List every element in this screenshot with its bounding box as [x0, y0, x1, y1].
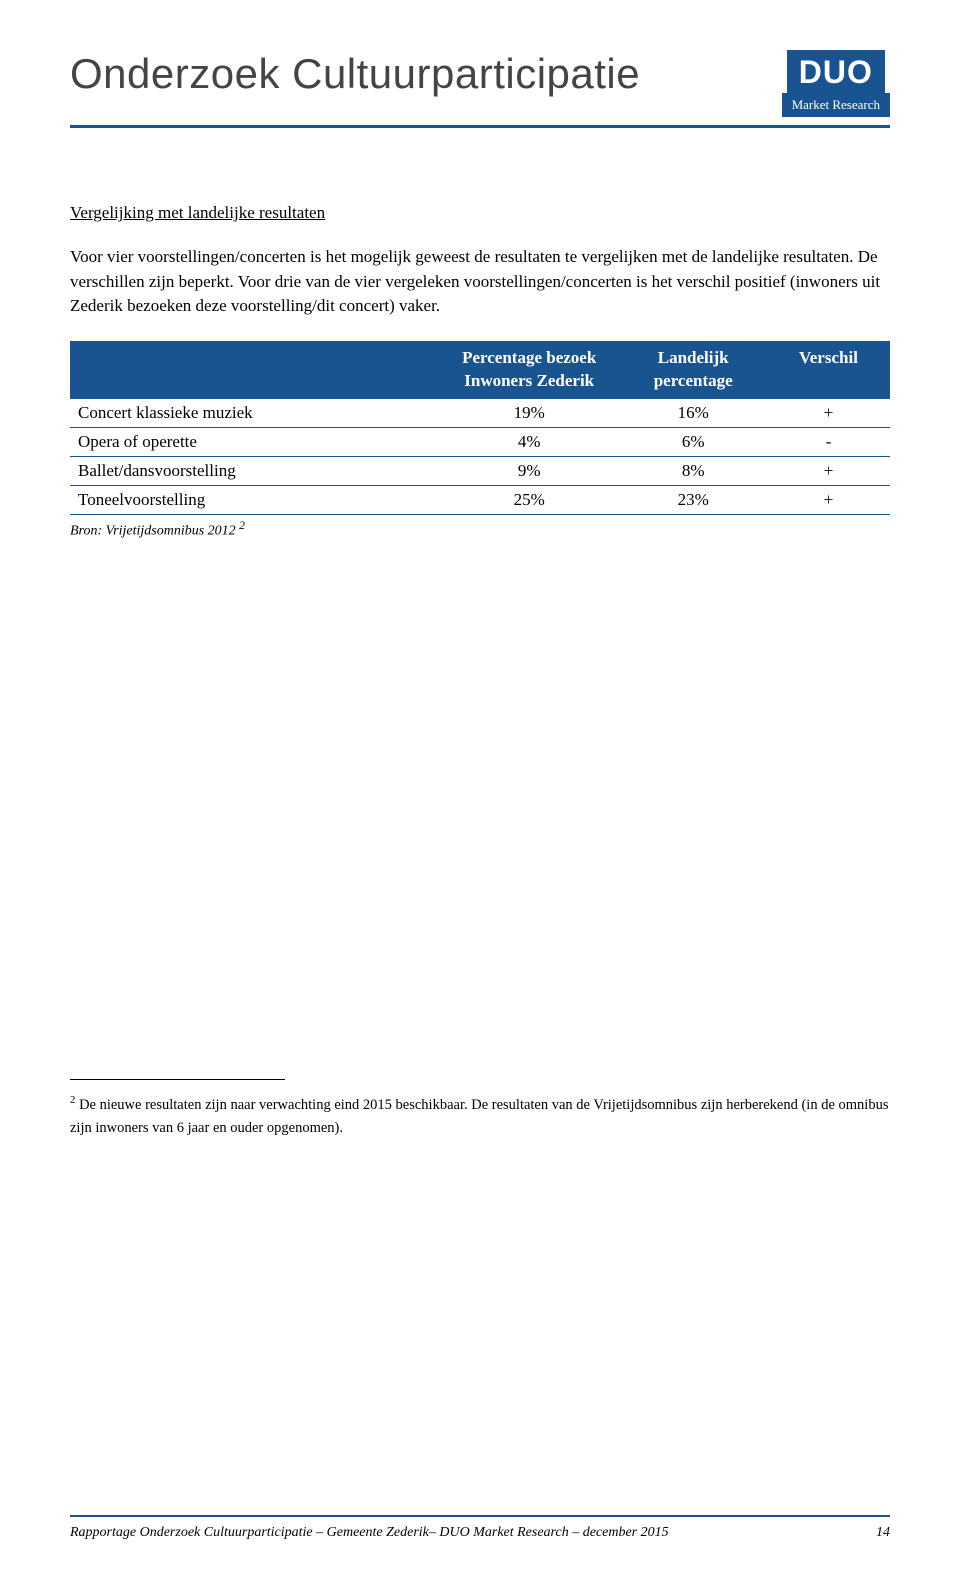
- row-label: Ballet/dansvoorstelling: [70, 456, 439, 485]
- row-label: Concert klassieke muziek: [70, 399, 439, 428]
- page-footer: Rapportage Onderzoek Cultuurparticipatie…: [70, 1515, 890, 1541]
- row-zederik: 4%: [439, 427, 619, 456]
- table-header-verschil: Verschil: [767, 341, 890, 399]
- page-number: 14: [876, 1525, 890, 1541]
- row-verschil: +: [767, 456, 890, 485]
- row-zederik: 19%: [439, 399, 619, 428]
- row-label: Toneelvoorstelling: [70, 485, 439, 514]
- table-header-zederik: Percentage bezoek Inwoners Zederik: [439, 341, 619, 399]
- content-body: Vergelijking met landelijke resultaten V…: [70, 203, 890, 1141]
- logo-sub-text: Market Research: [782, 93, 890, 117]
- table-row: Toneelvoorstelling 25% 23% +: [70, 485, 890, 514]
- row-verschil: +: [767, 399, 890, 428]
- row-landelijk: 16%: [619, 399, 767, 428]
- footer-text: Rapportage Onderzoek Cultuurparticipatie…: [70, 1525, 669, 1541]
- table-header-row: Percentage bezoek Inwoners Zederik Lande…: [70, 341, 890, 399]
- logo-main-text: DUO: [787, 50, 885, 93]
- row-zederik: 9%: [439, 456, 619, 485]
- table-header-empty: [70, 341, 439, 399]
- footnote: 2 De nieuwe resultaten zijn naar verwach…: [70, 1092, 890, 1140]
- footnote-separator: [70, 1079, 285, 1080]
- section-paragraph: Voor vier voorstellingen/concerten is he…: [70, 245, 890, 319]
- section-subheading: Vergelijking met landelijke resultaten: [70, 203, 890, 223]
- table-body: Concert klassieke muziek 19% 16% + Opera…: [70, 399, 890, 515]
- row-verschil: -: [767, 427, 890, 456]
- table-row: Concert klassieke muziek 19% 16% +: [70, 399, 890, 428]
- logo: DUO Market Research: [782, 50, 890, 117]
- table-header-landelijk: Landelijk percentage: [619, 341, 767, 399]
- row-landelijk: 23%: [619, 485, 767, 514]
- page-title: Onderzoek Cultuurparticipatie: [70, 50, 640, 98]
- row-zederik: 25%: [439, 485, 619, 514]
- table-row: Opera of operette 4% 6% -: [70, 427, 890, 456]
- row-verschil: +: [767, 485, 890, 514]
- table-source: Bron: Vrijetijdsomnibus 2012 2: [70, 519, 890, 540]
- row-landelijk: 8%: [619, 456, 767, 485]
- page-header: Onderzoek Cultuurparticipatie DUO Market…: [70, 50, 890, 128]
- comparison-table: Percentage bezoek Inwoners Zederik Lande…: [70, 341, 890, 515]
- row-label: Opera of operette: [70, 427, 439, 456]
- table-row: Ballet/dansvoorstelling 9% 8% +: [70, 456, 890, 485]
- row-landelijk: 6%: [619, 427, 767, 456]
